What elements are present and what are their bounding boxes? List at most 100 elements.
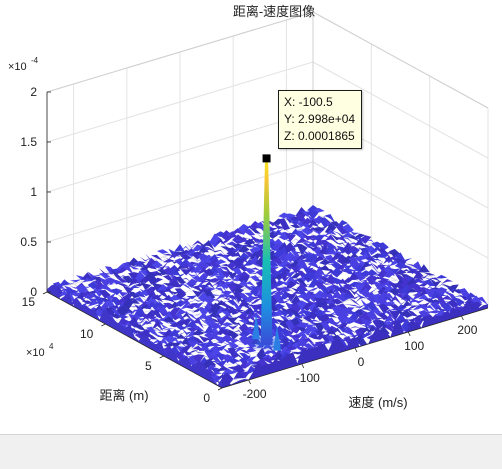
surface-cell xyxy=(215,300,228,308)
surface-cell xyxy=(186,341,199,348)
surface-cell xyxy=(122,264,134,275)
surface-cell xyxy=(168,251,181,260)
surface-cell xyxy=(272,223,285,230)
surface-cell xyxy=(313,226,325,235)
surface-cell xyxy=(210,355,222,364)
surface-cell xyxy=(342,284,355,291)
surface-cell xyxy=(186,266,198,276)
surface-cell xyxy=(366,300,378,311)
surface-cell xyxy=(418,273,430,279)
surface-cell xyxy=(221,293,233,299)
surface-cell xyxy=(360,318,373,328)
surface-cell xyxy=(406,309,419,317)
surface-cell xyxy=(336,224,349,235)
surface-cell xyxy=(203,319,216,328)
surface-cell xyxy=(349,333,361,338)
surface-cell xyxy=(146,326,158,335)
surface-cell xyxy=(162,258,175,263)
peak-spike xyxy=(244,158,289,352)
surface-cell xyxy=(308,340,321,348)
surface-cell xyxy=(424,304,436,313)
y-exponent: ×10 4 xyxy=(26,342,54,359)
surface-cell xyxy=(255,265,268,270)
surface-cell xyxy=(227,329,239,340)
surface-cell xyxy=(464,292,477,301)
surface-cell xyxy=(278,218,290,231)
surface-cell xyxy=(383,292,396,301)
surface-cell xyxy=(353,236,366,245)
surface-cell xyxy=(313,290,326,304)
surface-cell xyxy=(227,318,239,325)
surface-cell xyxy=(209,248,221,253)
surface-cell xyxy=(406,263,418,269)
surface-cell xyxy=(325,269,337,274)
surface-cell xyxy=(93,271,105,276)
surface-cell xyxy=(244,294,256,303)
surface-cell xyxy=(278,251,291,263)
surface-left-edge xyxy=(47,283,222,388)
surface-cell xyxy=(272,238,285,246)
surface-cell xyxy=(105,310,117,319)
surface-cell xyxy=(372,319,384,330)
surface-cell xyxy=(348,228,360,236)
surface-cell xyxy=(99,277,111,288)
surface-cell xyxy=(180,327,193,336)
surface-cell xyxy=(215,328,228,335)
surface-cell xyxy=(192,354,205,365)
surface-cell xyxy=(336,278,349,286)
surface-cell xyxy=(284,231,296,242)
surface-cell xyxy=(220,237,233,245)
surface-cell xyxy=(134,311,146,321)
surface-cell xyxy=(389,267,401,275)
surface-cell xyxy=(279,321,292,332)
surface-cell xyxy=(70,288,82,293)
surface-cell xyxy=(157,296,169,301)
surface-cell xyxy=(284,271,297,275)
surface-cell xyxy=(162,267,175,277)
surface-cell xyxy=(267,317,280,325)
surface-cell xyxy=(406,315,419,323)
surface-cell xyxy=(174,270,187,278)
x-axis-label: 速度 (m/s) xyxy=(348,395,407,410)
surface-cell xyxy=(348,297,361,307)
surface-cell xyxy=(116,277,129,283)
surface-cell xyxy=(140,320,152,328)
peak-main-lobe xyxy=(260,158,273,345)
surface-cell xyxy=(128,264,140,270)
y-tick-mark xyxy=(42,291,48,295)
surface-cell xyxy=(163,294,175,303)
surface-cell xyxy=(181,344,193,352)
surface-cell xyxy=(238,257,250,266)
surface-cell xyxy=(157,317,170,324)
surface-cell xyxy=(227,305,239,315)
surface-cell xyxy=(406,305,419,311)
surface-cell xyxy=(424,286,436,292)
surface-cell xyxy=(244,356,257,363)
surface-cell xyxy=(313,207,325,213)
datatip-box[interactable]: X: -100.5 Y: 2.998e+04 Z: 0.0001865 xyxy=(278,90,363,149)
surface-cell xyxy=(186,302,199,310)
surface-cell xyxy=(319,258,332,266)
datatip-marker[interactable] xyxy=(262,154,271,163)
surface-cell xyxy=(291,341,303,352)
surface-cell xyxy=(214,231,227,238)
surface-cell xyxy=(313,256,326,263)
surface-cell xyxy=(221,330,234,337)
surface-cell xyxy=(198,343,211,350)
surface-cell xyxy=(262,356,274,365)
surface-cell xyxy=(400,257,413,262)
surface-cell xyxy=(169,328,181,339)
surface-cell xyxy=(232,243,244,251)
surface-cell xyxy=(354,297,367,304)
surface-cell xyxy=(244,284,256,292)
surface-cell xyxy=(221,363,234,366)
surface-cell xyxy=(134,319,146,324)
surface-cell xyxy=(215,262,227,271)
surface-cell xyxy=(429,278,442,288)
surface-cell xyxy=(210,367,222,375)
surface-cell xyxy=(354,283,367,295)
surface-cell xyxy=(244,268,256,274)
surface-cell xyxy=(215,281,227,293)
surface-cell xyxy=(204,330,216,340)
